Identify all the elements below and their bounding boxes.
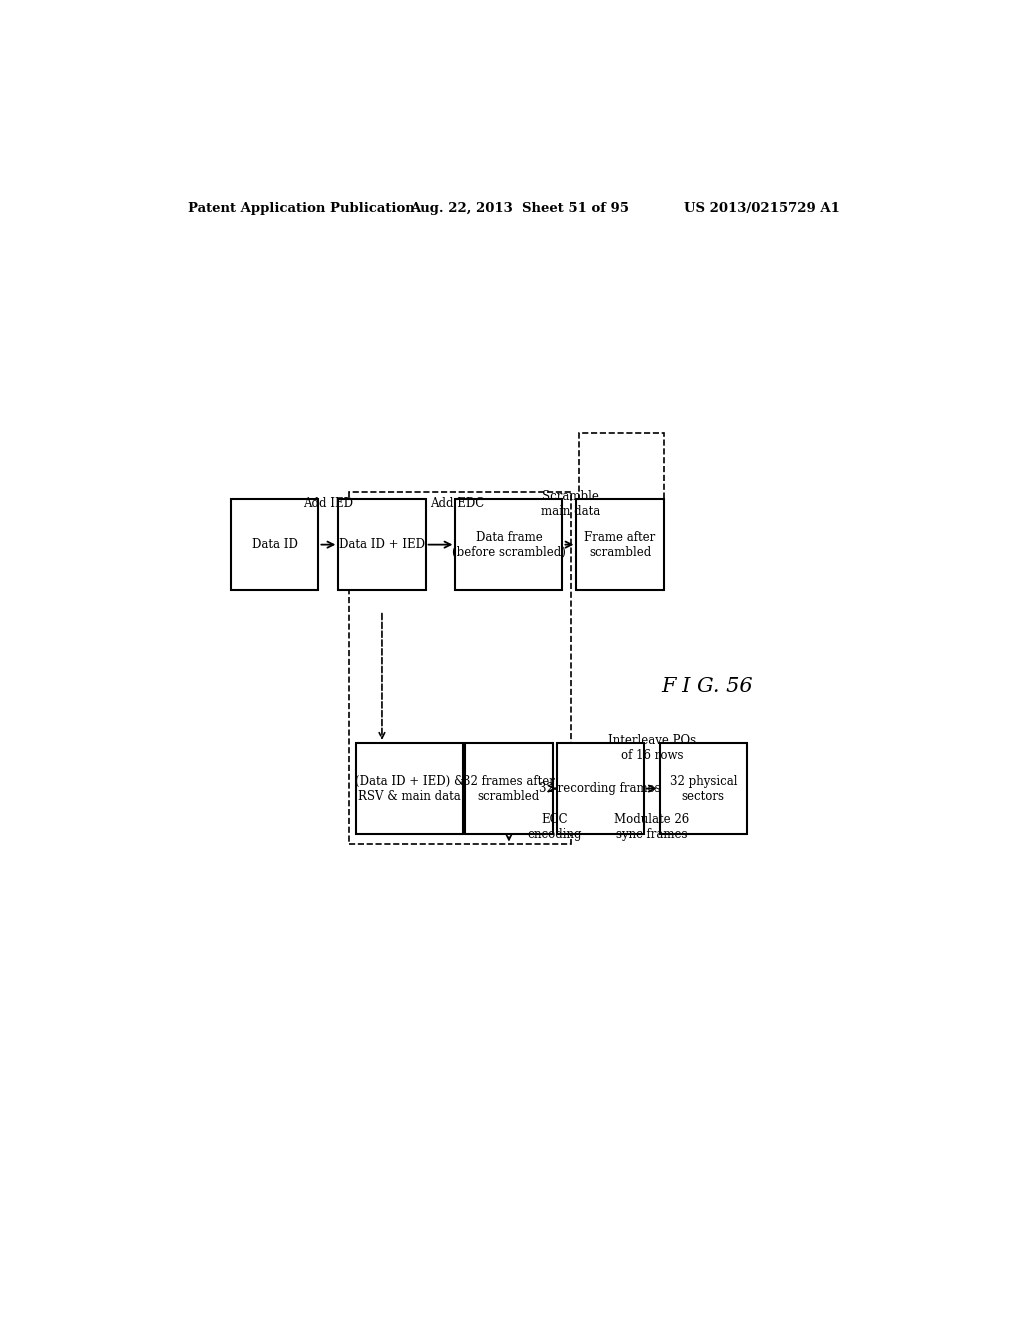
Text: 32 recording frames: 32 recording frames [540,781,662,795]
Text: ECC
encoding: ECC encoding [527,813,583,841]
FancyBboxPatch shape [338,499,426,590]
FancyBboxPatch shape [231,499,318,590]
FancyBboxPatch shape [577,499,664,590]
Text: Data frame
(before scrambled): Data frame (before scrambled) [452,531,566,558]
Text: Aug. 22, 2013  Sheet 51 of 95: Aug. 22, 2013 Sheet 51 of 95 [410,202,629,215]
FancyBboxPatch shape [356,743,463,834]
Text: Scramble
main data: Scramble main data [542,490,600,517]
Text: Data ID: Data ID [252,539,298,552]
Text: Add EDC: Add EDC [430,498,484,511]
FancyBboxPatch shape [556,743,644,834]
Text: Interleave POs
of 16 rows: Interleave POs of 16 rows [607,734,696,762]
Text: Frame after
scrambled: Frame after scrambled [585,531,655,558]
FancyBboxPatch shape [659,743,746,834]
FancyBboxPatch shape [465,743,553,834]
Text: Modulate 26
sync frames: Modulate 26 sync frames [614,813,689,841]
FancyBboxPatch shape [456,499,562,590]
Text: 32 physical
sectors: 32 physical sectors [670,775,737,803]
Text: F I G. 56: F I G. 56 [662,677,753,697]
Text: 32 frames after
scrambled: 32 frames after scrambled [463,775,555,803]
Text: Patent Application Publication: Patent Application Publication [187,202,415,215]
Text: Data ID + IED: Data ID + IED [339,539,425,552]
Text: (Data ID + IED) &
RSV & main data: (Data ID + IED) & RSV & main data [355,775,465,803]
Text: US 2013/0215729 A1: US 2013/0215729 A1 [684,202,840,215]
Text: Add IED: Add IED [303,498,353,511]
